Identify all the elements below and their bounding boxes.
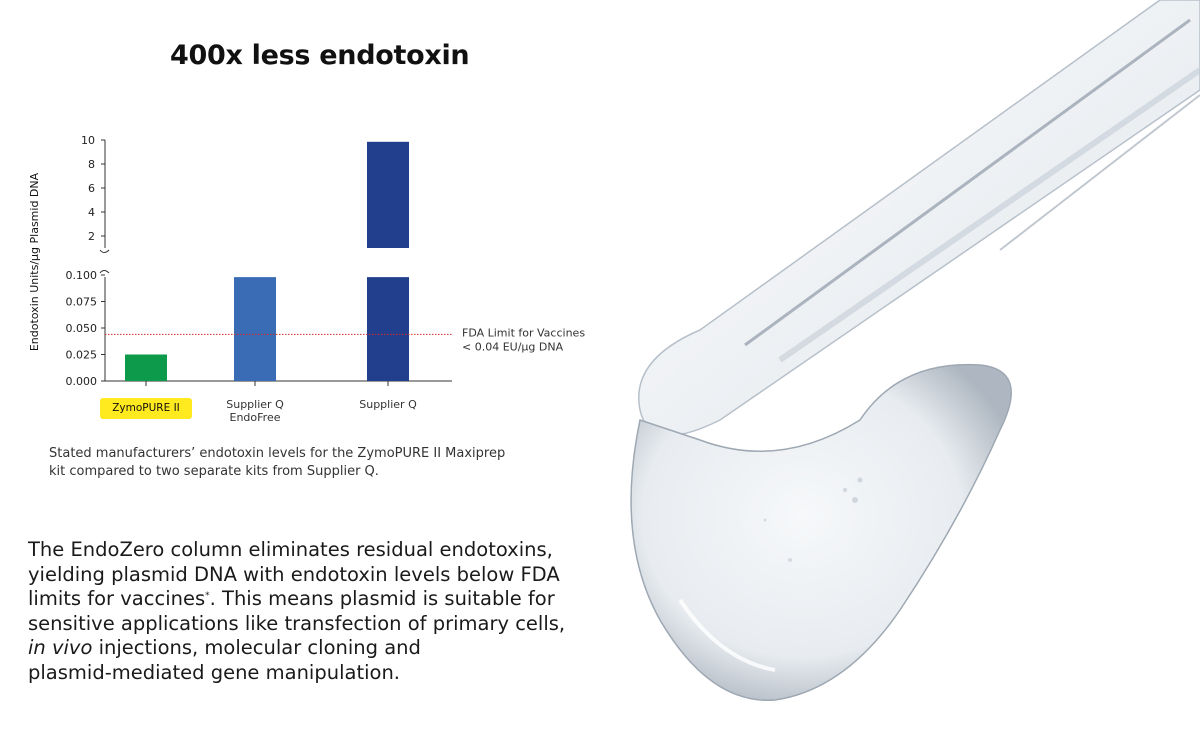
category-label: Supplier Q [226, 398, 284, 411]
y-tick-label-upper: 10 [81, 134, 95, 147]
category-label: EndoFree [230, 411, 281, 424]
pipette-tube [638, 0, 1200, 437]
y-tick-label-upper: 2 [88, 230, 95, 243]
body-line-5: in vivo injections, molecular cloning an… [28, 636, 628, 661]
bar-0-lower [125, 354, 167, 381]
y-tick-label-upper: 8 [88, 158, 95, 171]
footnote-marker: * [205, 591, 210, 601]
category-label: Supplier Q [359, 398, 417, 411]
y-tick-label-lower: 0.025 [66, 349, 98, 362]
body-line-4: sensitive applications like transfection… [28, 611, 566, 635]
y-tick-label-lower: 0.075 [66, 296, 98, 309]
y-tick-label-lower: 0.050 [66, 322, 98, 335]
in-vivo-emphasis: in vivo [28, 636, 93, 659]
headline: 400x less endotoxin [170, 40, 470, 71]
bar-2-lower [367, 277, 409, 381]
caption-line-2: kit compared to two separate kits from S… [49, 464, 379, 479]
y-tick-label-lower: 0.100 [66, 269, 98, 282]
caption-line-1: Stated manufacturers’ endotoxin levels f… [49, 446, 506, 461]
y-tick-label-lower: 0.000 [66, 375, 98, 388]
bar-1-lower [234, 277, 276, 381]
y-tick-label-upper: 6 [88, 182, 95, 195]
description-paragraph: The EndoZero column eliminates residual … [28, 538, 628, 685]
axis-break-mark-lower [99, 270, 110, 274]
body-line-3-rest: . This means plasmid is suitable for [209, 587, 555, 610]
fda-limit-label-1: FDA Limit for Vaccines [462, 326, 585, 339]
fda-limit-label-2: < 0.04 EU/µg DNA [462, 340, 564, 353]
body-line-2: yielding plasmid DNA with endotoxin leve… [28, 562, 560, 586]
body-line-6: plasmid-mediated gene manipulation. [28, 660, 400, 684]
bar-2-upper [367, 141, 409, 248]
body-line-5-rest: injections, molecular cloning and [92, 636, 421, 659]
y-tick-label-upper: 4 [88, 206, 95, 219]
body-line-3-text: limits for vaccines [28, 587, 206, 610]
highlighted-category-label: ZymoPURE II [100, 398, 192, 419]
body-line-3: limits for vaccines*. This means plasmid… [28, 587, 628, 612]
liquid-droplet [630, 363, 1012, 701]
y-axis-label: Endotoxin Units/µg Plasmid DNA [28, 172, 41, 351]
pipette-droplet-illustration [630, 0, 1200, 701]
endotoxin-bar-chart: 0.000 0.025 0.050 0.075 0.100 2 4 6 8 10 Endotoxin… [28, 134, 585, 424]
axis-break-mark-upper [99, 249, 110, 253]
chart-caption: Stated manufacturers’ endotoxin levels f… [49, 445, 569, 481]
body-line-1: The EndoZero column eliminates residual … [28, 538, 553, 561]
